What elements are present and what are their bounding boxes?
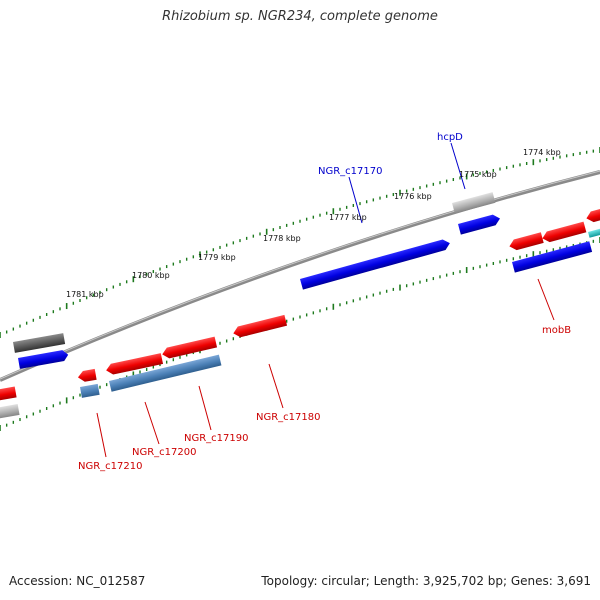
ruler-label-1781: 1781 kbp xyxy=(66,290,104,299)
ruler-label-1780: 1780 kbp xyxy=(132,271,170,280)
gene-grey-left[interactable] xyxy=(0,404,20,419)
gene-mobB[interactable] xyxy=(512,241,593,273)
genome-backbone-highlight xyxy=(0,170,600,380)
gene-NGR_c17210[interactable] xyxy=(80,383,100,398)
gene-cyan-right[interactable] xyxy=(588,226,600,238)
ruler-label-group: 1774 kbp 1775 kbp 1776 kbp 1777 kbp 1778… xyxy=(66,148,561,299)
coordinate-ruler-lower xyxy=(0,237,600,431)
gene-label-NGR_c17210[interactable]: NGR_c17210 xyxy=(78,461,143,472)
forward-genes xyxy=(0,192,501,419)
gene-NGR_c17210-red[interactable] xyxy=(77,368,97,383)
gene-blue-left[interactable] xyxy=(18,349,69,369)
genome-summary-text: Topology: circular; Length: 3,925,702 bp… xyxy=(261,574,591,588)
gene-grey-forward[interactable] xyxy=(452,192,496,214)
accession-text: Accession: NC_012587 xyxy=(9,574,146,588)
ruler-label-1778: 1778 kbp xyxy=(263,234,301,243)
gene-NGR_c17200[interactable] xyxy=(105,353,164,376)
gene-red-right-1[interactable] xyxy=(508,232,544,251)
ruler-label-1775: 1775 kbp xyxy=(459,170,497,179)
gene-label-NGR_c17200[interactable]: NGR_c17200 xyxy=(132,447,197,458)
reverse-genes xyxy=(77,205,600,398)
gene-label-NGR_c17170[interactable]: NGR_c17170 xyxy=(318,166,383,177)
gene-NGR_c17190[interactable] xyxy=(161,336,218,360)
gene-steelblue[interactable] xyxy=(109,354,222,392)
gene-label-mobB[interactable]: mobB xyxy=(542,325,571,336)
ruler-label-1774: 1774 kbp xyxy=(523,148,561,157)
gene-NGR_c17170[interactable] xyxy=(300,238,451,290)
gene-red-left[interactable] xyxy=(0,386,17,401)
gene-label-NGR_c17180[interactable]: NGR_c17180 xyxy=(256,412,321,423)
gene-hcpD[interactable] xyxy=(458,213,501,235)
gene-label-group: hcpD NGR_c17170 mobB NGR_c17180 NGR_c171… xyxy=(78,132,571,472)
gene-dark-left[interactable] xyxy=(12,333,66,353)
coordinate-ruler xyxy=(0,147,600,338)
gene-label-NGR_c17190[interactable]: NGR_c17190 xyxy=(184,433,249,444)
ruler-label-1776: 1776 kbp xyxy=(394,192,432,201)
gene-NGR_c17180[interactable] xyxy=(232,314,288,339)
genome-backbone xyxy=(0,170,600,382)
ruler-label-1777: 1777 kbp xyxy=(329,213,367,222)
ruler-label-1779: 1779 kbp xyxy=(198,253,236,262)
gene-red-right-2[interactable] xyxy=(541,221,587,244)
gene-label-hcpD[interactable]: hcpD xyxy=(437,132,463,143)
gene-red-right-3[interactable] xyxy=(585,205,600,223)
map-title: Rhizobium sp. NGR234, complete genome xyxy=(162,9,438,24)
label-leaders xyxy=(96,142,555,458)
